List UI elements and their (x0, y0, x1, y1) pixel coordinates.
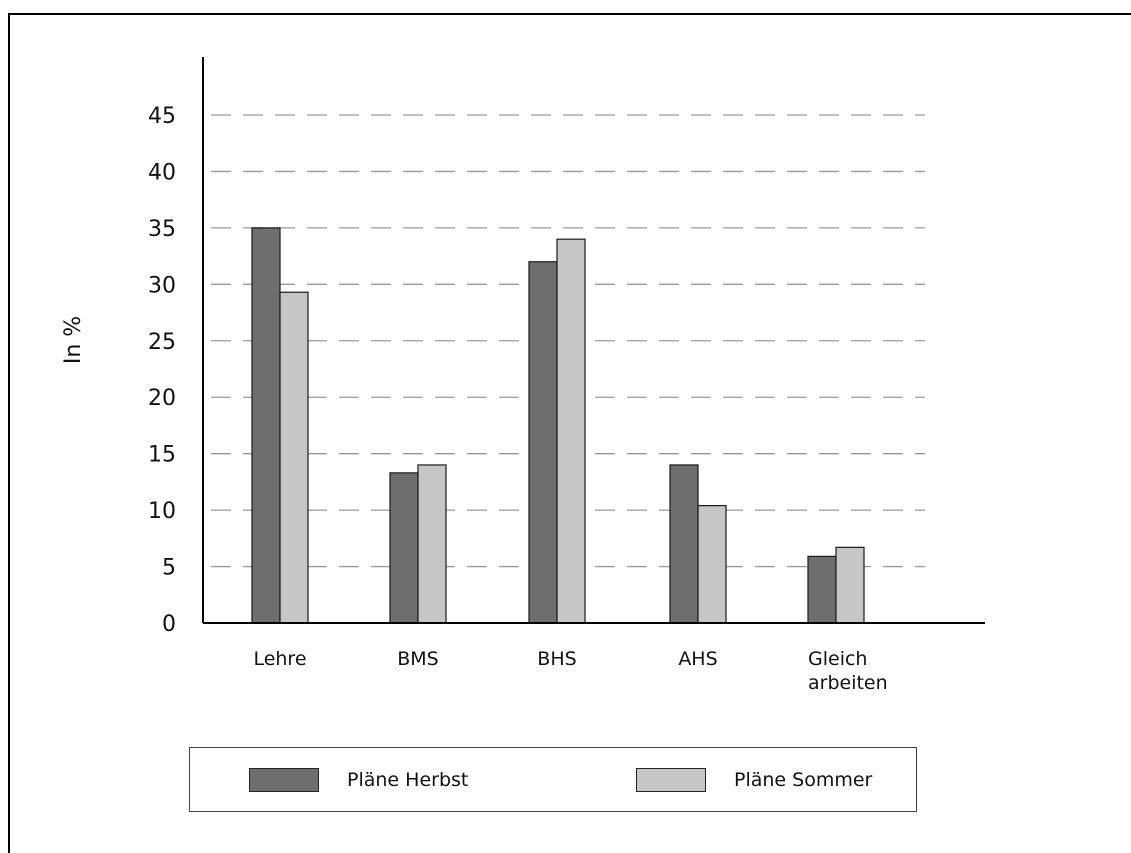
y-tick-label: 35 (148, 217, 176, 242)
y-tick-label: 45 (148, 104, 176, 129)
y-tick-label: 20 (148, 386, 176, 411)
bar-sommer (556, 238, 586, 624)
legend: Pläne Herbst Pläne Sommer (189, 747, 917, 812)
y-tick-label: 15 (148, 443, 176, 468)
x-category-label: BHS (537, 648, 576, 670)
y-tick-label: 10 (148, 499, 176, 524)
bar-herbst (528, 261, 558, 624)
y-tick-label: 25 (148, 330, 176, 355)
bar-herbst (669, 464, 699, 624)
x-category-label: Lehre (253, 648, 306, 670)
legend-swatch-sommer (636, 767, 706, 792)
y-tick-label: 30 (148, 273, 176, 298)
y-tick-label: 40 (148, 160, 176, 185)
y-tick-labels: 0 5 10 15 20 25 30 35 40 45 (148, 104, 176, 637)
y-tick-label: 0 (162, 612, 176, 637)
legend-item-sommer: Pläne Sommer (636, 748, 872, 811)
bar-herbst (389, 472, 419, 624)
bar-herbst (251, 227, 281, 624)
x-category-label: AHS (678, 648, 717, 670)
bars (251, 227, 865, 624)
bar-herbst (807, 555, 837, 624)
legend-item-herbst: Pläne Herbst (249, 748, 468, 811)
x-category-label: BMS (397, 648, 439, 670)
bar-sommer (279, 291, 309, 624)
legend-label-sommer: Pläne Sommer (734, 768, 873, 791)
legend-label-herbst: Pläne Herbst (347, 768, 469, 791)
axes (202, 57, 985, 624)
y-tick-label: 5 (162, 556, 176, 581)
x-category-labels: Lehre BMS BHS AHS Gleich arbeiten (253, 648, 887, 694)
bar-sommer (697, 504, 727, 624)
y-axis-label: In % (61, 316, 86, 364)
bar-sommer (417, 464, 447, 624)
bar-sommer (835, 546, 865, 624)
legend-swatch-herbst (249, 767, 319, 792)
chart-frame (8, 13, 1131, 853)
x-category-label: Gleich arbeiten (808, 648, 888, 694)
